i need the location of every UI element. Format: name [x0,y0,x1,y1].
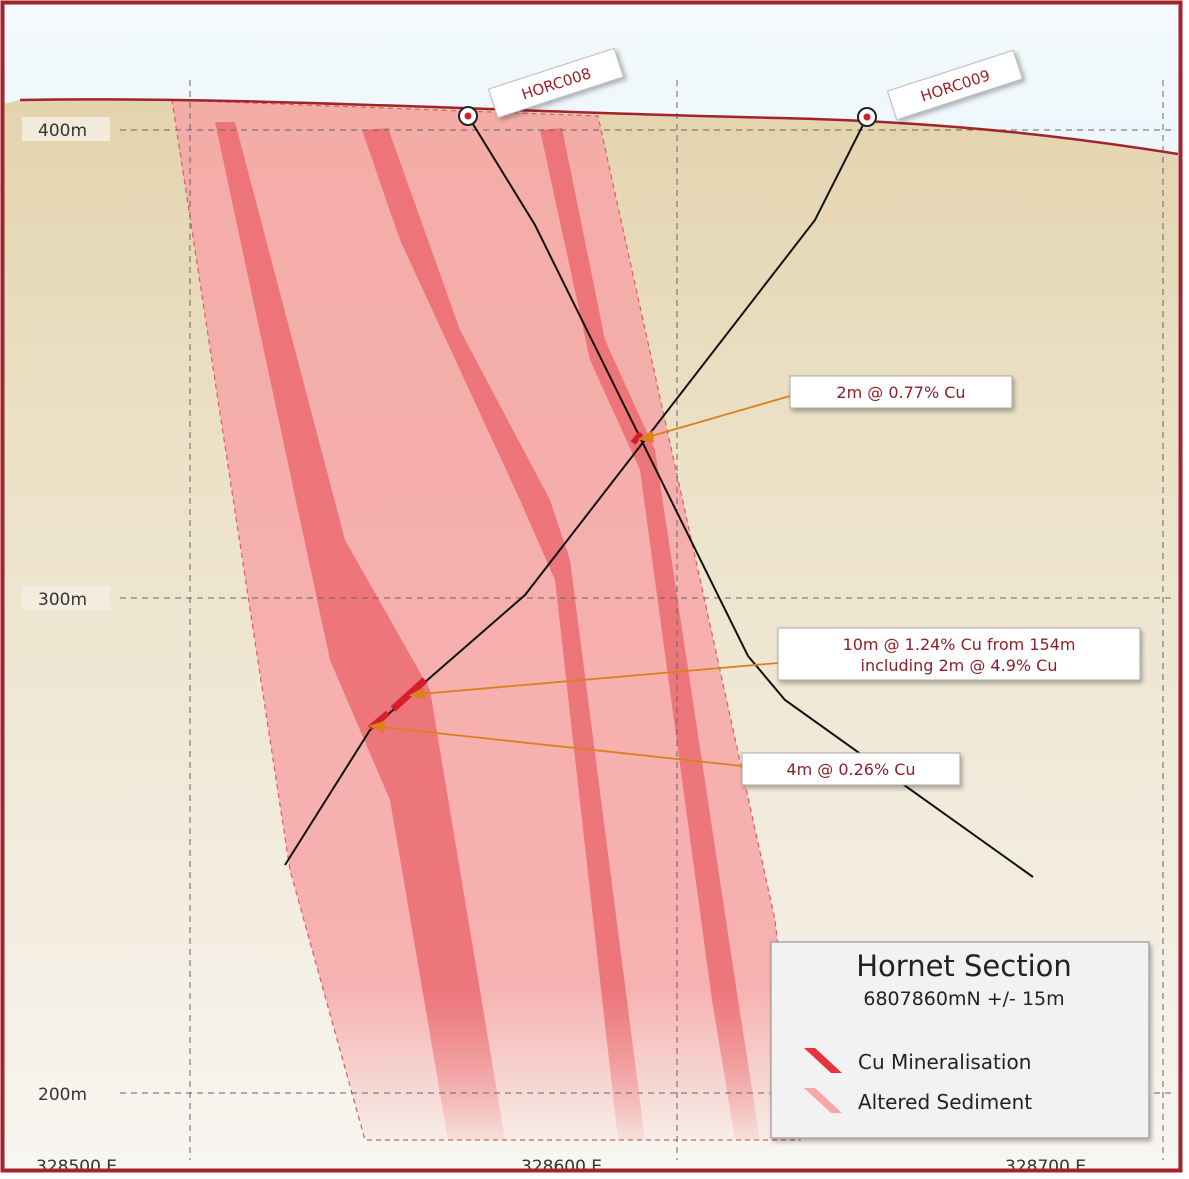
legend-label-cu-mineralisation: Cu Mineralisation [858,1050,1031,1074]
legend-title: Hornet Section [856,949,1072,983]
intercept-10m [390,677,428,712]
elevation-label-200: 200m [38,1085,87,1105]
mineralised-vein-3 [540,128,760,1140]
drillhole-trace-horc009 [284,116,868,866]
callout-10m-line-1: 10m @ 1.24% Cu from 154m [843,635,1076,654]
easting-label-328700: 328700 E [1005,1157,1086,1177]
legend-subtitle: 6807860mN +/- 15m [863,988,1064,1010]
callout-2m: 2m @ 0.77% Cu [789,375,1013,409]
callout-4m: 4m @ 0.26% Cu [741,752,961,786]
easting-label-328600: 328600 E [521,1157,602,1177]
callout-10m-line-2: including 2m @ 4.9% Cu [861,656,1058,675]
intercept-2m [630,431,644,445]
collar-marker-horc008 [458,106,478,126]
legend-swatch-cu-mineralisation [804,1048,842,1073]
drillhole-tag-horc008: HORC008 [487,47,625,119]
legend-label-altered-sediment: Altered Sediment [858,1090,1032,1114]
callout-2m-text: 2m @ 0.77% Cu [836,383,965,402]
mineralised-vein-1 [215,122,505,1140]
callout-4m-text: 4m @ 0.26% Cu [786,760,915,779]
elevation-labels: 400m 300m 200m [22,117,110,1105]
elevation-label-400: 400m [38,121,87,141]
elevation-label-300: 300m [38,590,87,610]
easting-label-328500: 328500 E [36,1157,117,1177]
legend: Hornet Section 6807860mN +/- 15m Cu Mine… [770,941,1150,1139]
callout-10m: 10m @ 1.24% Cu from 154m including 2m @ … [777,627,1141,681]
altered-sediment-zone [171,99,801,1141]
mineralised-vein-2 [362,128,645,1140]
grid [120,80,1175,1160]
collar-marker-horc009 [857,107,877,127]
legend-swatch-altered-sediment [804,1088,842,1113]
topography-line [19,98,1179,156]
callout-arrows [368,395,791,767]
